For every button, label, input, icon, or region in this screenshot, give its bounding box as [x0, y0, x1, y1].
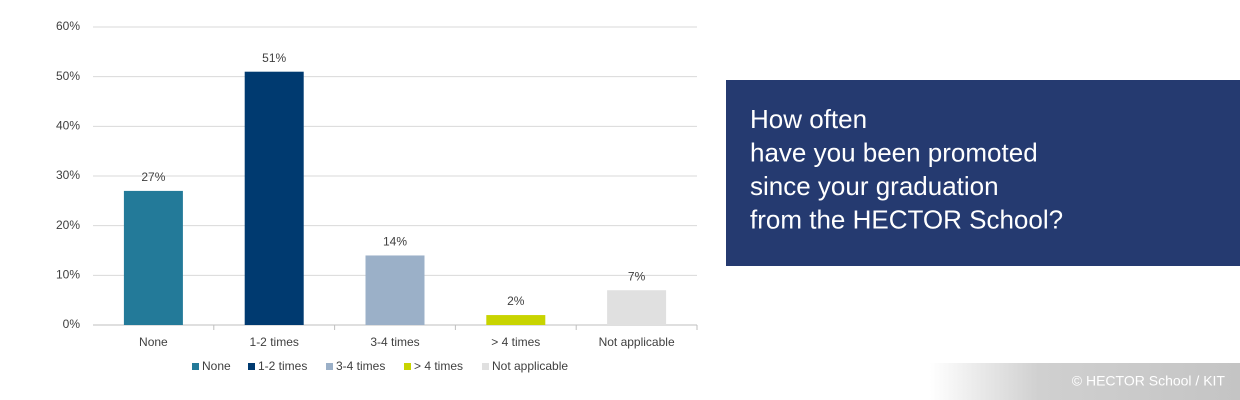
y-tick-label: 30% — [56, 168, 80, 182]
y-tick-label: 50% — [56, 69, 80, 83]
x-tick-label: 1-2 times — [250, 335, 299, 349]
copyright-band — [930, 363, 1240, 400]
bar — [244, 71, 304, 325]
bar — [486, 315, 546, 325]
y-tick-label: 0% — [63, 317, 81, 331]
legend-swatch — [248, 363, 255, 370]
legend-label: 1-2 times — [258, 359, 307, 373]
question-line: since your graduation — [750, 171, 999, 201]
legend-label: None — [202, 359, 231, 373]
y-tick-label: 10% — [56, 268, 80, 282]
value-label: 27% — [141, 170, 165, 184]
question-line: have you been promoted — [750, 137, 1038, 167]
value-label: 51% — [262, 51, 286, 65]
bar — [365, 255, 425, 325]
y-tick-label: 20% — [56, 218, 80, 232]
legend-label: 3-4 times — [336, 359, 385, 373]
copyright: © HECTOR School / KIT — [1072, 373, 1226, 389]
legend-swatch — [404, 363, 411, 370]
legend-label: > 4 times — [414, 359, 463, 373]
x-tick-label: Not applicable — [599, 335, 675, 349]
x-tick-label: 3-4 times — [370, 335, 419, 349]
legend-swatch — [482, 363, 489, 370]
question-line: from the HECTOR School? — [750, 204, 1063, 234]
bar — [123, 190, 183, 325]
legend-swatch — [192, 363, 199, 370]
y-tick-label: 60% — [56, 19, 80, 33]
value-label: 7% — [628, 269, 646, 283]
x-tick-label: None — [139, 335, 168, 349]
y-tick-label: 40% — [56, 119, 80, 133]
bar — [607, 290, 667, 325]
value-label: 2% — [507, 294, 525, 308]
x-tick-label: > 4 times — [491, 335, 540, 349]
legend-label: Not applicable — [492, 359, 568, 373]
question-box — [726, 80, 1240, 266]
value-label: 14% — [383, 235, 407, 249]
question-line: How often — [750, 104, 867, 134]
legend-swatch — [326, 363, 333, 370]
